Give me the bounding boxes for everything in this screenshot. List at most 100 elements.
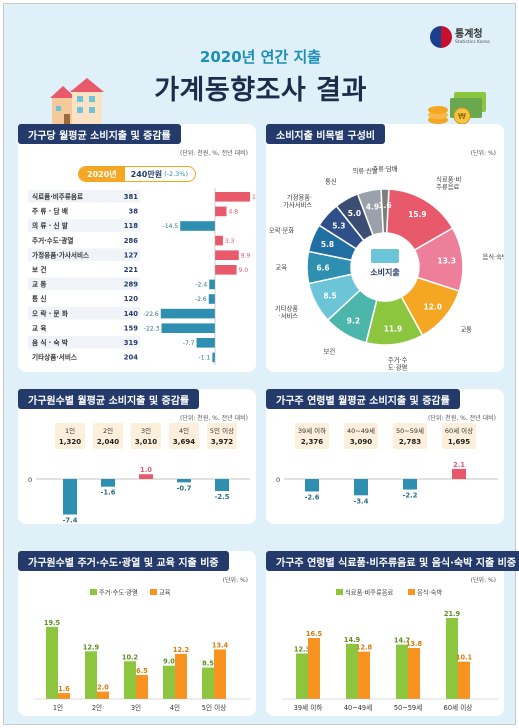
- bar: [63, 479, 77, 515]
- amount-label: 3,694: [173, 438, 195, 446]
- value-label: 9.0: [239, 267, 249, 274]
- bar: [160, 308, 215, 319]
- slice-value-label: 6.6: [316, 263, 329, 272]
- category-label: 주 류 · 담 배: [32, 207, 68, 216]
- category-label: 60세 이상: [444, 703, 473, 712]
- value-label: 14.9: [344, 636, 361, 644]
- slice-category-label: 음식·숙박: [482, 252, 504, 261]
- unit-label: (단위: 천원, %, 전년 대비): [179, 150, 248, 157]
- row-bg: [28, 204, 140, 218]
- value-label: 2.0: [97, 684, 109, 692]
- bar: [175, 653, 187, 699]
- house-icon: [50, 78, 104, 124]
- bar: [208, 294, 215, 304]
- category-label: 40~49세: [344, 703, 372, 712]
- category-label: 의 류 · 신 발: [32, 221, 68, 230]
- bar: [58, 693, 70, 699]
- category-box: [207, 423, 237, 449]
- amount-label: 38: [129, 208, 139, 216]
- bar: [215, 206, 227, 217]
- slice-category-label: 교통: [461, 325, 473, 333]
- receipt-icon: [371, 249, 399, 263]
- category-label: 1인: [65, 426, 75, 435]
- unit-label: (단위: %): [470, 150, 496, 157]
- bar: [202, 667, 214, 699]
- value-label: 12.8: [356, 644, 373, 652]
- card-by-household-size: 가구원수별 월평균 소비지출 및 증감률 (단위: 천원, %, 전년 대비) …: [18, 389, 256, 524]
- slice-category-label: 교육: [275, 264, 287, 272]
- value-label: 14.6: [252, 194, 256, 201]
- total-amount: 240만원: [130, 169, 163, 179]
- category-label: 5인 이상: [210, 426, 234, 435]
- category-box: [393, 423, 427, 449]
- category-label: 교 통: [32, 280, 46, 289]
- value-label: 21.9: [444, 610, 461, 618]
- bar: [215, 235, 223, 246]
- legend-swatch: [408, 589, 415, 595]
- value-label: 13.8: [406, 640, 423, 648]
- category-label: 3인: [131, 703, 141, 712]
- zero-label: 0: [28, 476, 32, 484]
- amount-label: 3,090: [350, 438, 372, 446]
- amount-label: 1,695: [448, 438, 470, 446]
- card-by-age: 가구주 연령별 월평균 소비지출 및 증감률 (단위: 천원, %, 전년 대비…: [266, 389, 504, 524]
- category-label: 가정용품·가사서비스: [32, 250, 89, 259]
- bar: [196, 338, 215, 348]
- legend-label: 음식·숙박: [417, 588, 442, 597]
- amount-label: 2,376: [301, 438, 323, 446]
- value-label: 14.7: [394, 637, 411, 645]
- bar: [139, 474, 153, 479]
- category-label: 4인: [170, 703, 180, 712]
- category-label: 2인: [92, 703, 102, 712]
- value-label: 6.5: [136, 667, 148, 675]
- value-label: 13.4: [212, 641, 229, 649]
- composition-donut-chart: 15.9 식료품·비주류음료 13.3 음식·숙박 12.0 교통 11.9 주거·수도·광열…: [269, 164, 504, 372]
- value-label: 12.9: [83, 643, 100, 651]
- category-box: [344, 423, 378, 449]
- bar: [215, 265, 237, 275]
- category-label: 39세 이하: [298, 426, 326, 435]
- value-label: -7.4: [63, 517, 78, 524]
- slice-category-label: 주류·담배: [372, 164, 397, 173]
- value-label: -3.4: [354, 497, 369, 505]
- card-housing-education-title: 가구원수별 주거·수도·광열 및 교육 지출 비중: [18, 551, 229, 571]
- bar: [214, 649, 226, 699]
- housing-education-chart: 주거·수도·광열 교육 19.5 1.6 1인 12.9 2.0 2인 10.2 6.5 3인 9.0…: [34, 588, 250, 712]
- row-bg: [28, 233, 140, 247]
- value-label: 8.5: [202, 660, 214, 668]
- donut-center: [353, 235, 417, 299]
- value-label: 2.1: [453, 461, 465, 469]
- value-label: -22.3: [144, 325, 160, 332]
- row-bg: [28, 219, 140, 232]
- bar: [458, 661, 470, 699]
- value-label: -1.6: [101, 489, 116, 497]
- value-label: -2.6: [305, 493, 320, 501]
- bar: [101, 479, 115, 487]
- row-bg: [28, 277, 140, 291]
- value-label: 9.9: [241, 252, 251, 259]
- value-label: 10.2: [122, 653, 139, 661]
- category-label: 3인: [141, 426, 151, 435]
- food-dining-chart: 식료품·비주류음료 음식·숙박 12.3 16.5 39세 이하 14.912.8 40~4…: [282, 588, 498, 712]
- agency-logo: 통계청 Statistics Korea: [430, 26, 490, 48]
- bar: [212, 352, 215, 363]
- value-label: -14.5: [163, 223, 179, 230]
- legend-swatch: [150, 589, 157, 595]
- slice-value-label: 15.9: [408, 210, 427, 219]
- category-box: [169, 423, 199, 449]
- amount-label: 159: [124, 324, 138, 332]
- money-icon: ₩: [428, 92, 486, 125]
- bar: [215, 250, 239, 260]
- unit-label: (단위: %): [222, 577, 248, 584]
- amount-label: 120: [124, 295, 138, 303]
- bar: [446, 617, 458, 699]
- category-label: 1인: [53, 703, 63, 712]
- value-label: 10.1: [456, 654, 473, 662]
- category-label: 4인: [179, 426, 189, 435]
- category-label: 주거·수도·광열: [32, 236, 73, 245]
- slice-category-label: 오락·문화: [269, 226, 294, 234]
- row-bg: [28, 321, 140, 334]
- card-by-household-size-title: 가구원수별 월평균 소비지출 및 증감률: [18, 389, 200, 409]
- value-label: 1.6: [58, 685, 70, 693]
- donut-center-label: 소비지출: [370, 267, 400, 277]
